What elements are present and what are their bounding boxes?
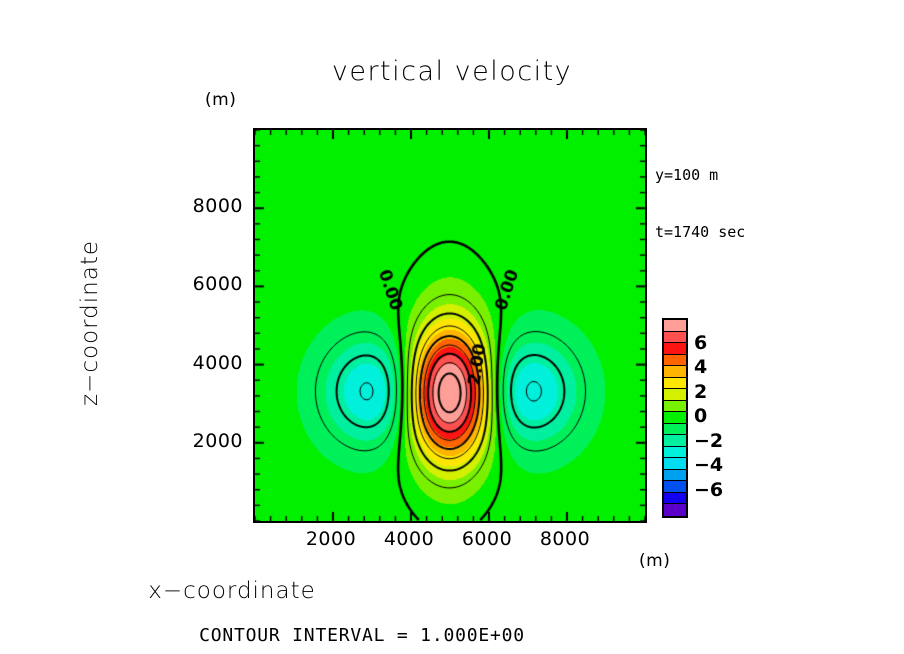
x-tick-label: 6000 — [461, 528, 513, 550]
colorbar-band — [664, 481, 686, 493]
annotation-y-level: y=100 m — [655, 166, 719, 184]
annotation-time: t=1740 sec — [655, 223, 746, 241]
colorbar-band — [664, 435, 686, 447]
colorbar-band — [664, 458, 686, 470]
x-tick-label: 4000 — [383, 528, 435, 550]
x-tick-label: 2000 — [305, 528, 357, 550]
y-axis-unit-label: (m) — [205, 90, 237, 110]
contour-plot-area — [253, 128, 647, 523]
contour-interval-note: CONTOUR INTERVAL = 1.000E+00 — [199, 625, 525, 646]
colorbar-band — [664, 320, 686, 332]
y-tick-label: 6000 — [192, 273, 243, 296]
colorbar-band — [664, 354, 686, 367]
x-axis-unit-label: (m) — [639, 551, 671, 571]
colorbar-band — [664, 412, 686, 424]
colorbar-tick-label: 4 — [694, 356, 708, 378]
colorbar-tick-label: 6 — [694, 331, 708, 354]
colorbar-band — [664, 377, 686, 390]
colorbar — [662, 318, 688, 518]
x-tick-label: 8000 — [539, 528, 591, 550]
colorbar-tick-label: −4 — [694, 454, 724, 476]
colorbar-band — [664, 343, 686, 355]
colorbar-band — [664, 423, 686, 436]
y-tick-label: 4000 — [192, 351, 243, 374]
colorbar-band — [664, 400, 686, 413]
colorbar-band — [664, 366, 686, 378]
colorbar-tick-label: −2 — [694, 429, 724, 452]
colorbar-band — [664, 469, 686, 482]
x-axis-title: x−coordinate — [148, 578, 316, 604]
y-tick-label: 8000 — [192, 195, 243, 218]
colorbar-band — [664, 446, 686, 459]
contour-field-canvas — [255, 130, 645, 521]
colorbar-band — [664, 389, 686, 401]
y-tick-label: 2000 — [192, 429, 243, 452]
colorbar-tick-label: 2 — [694, 380, 708, 403]
colorbar-band — [664, 492, 686, 505]
page-title: vertical velocity — [331, 56, 573, 87]
colorbar-tick-label: −6 — [694, 478, 724, 501]
colorbar-band — [664, 331, 686, 344]
colorbar-tick-label: 0 — [694, 405, 708, 427]
plot-annotations: y=100 m t=1740 sec — [655, 128, 745, 280]
colorbar-band — [664, 504, 686, 516]
